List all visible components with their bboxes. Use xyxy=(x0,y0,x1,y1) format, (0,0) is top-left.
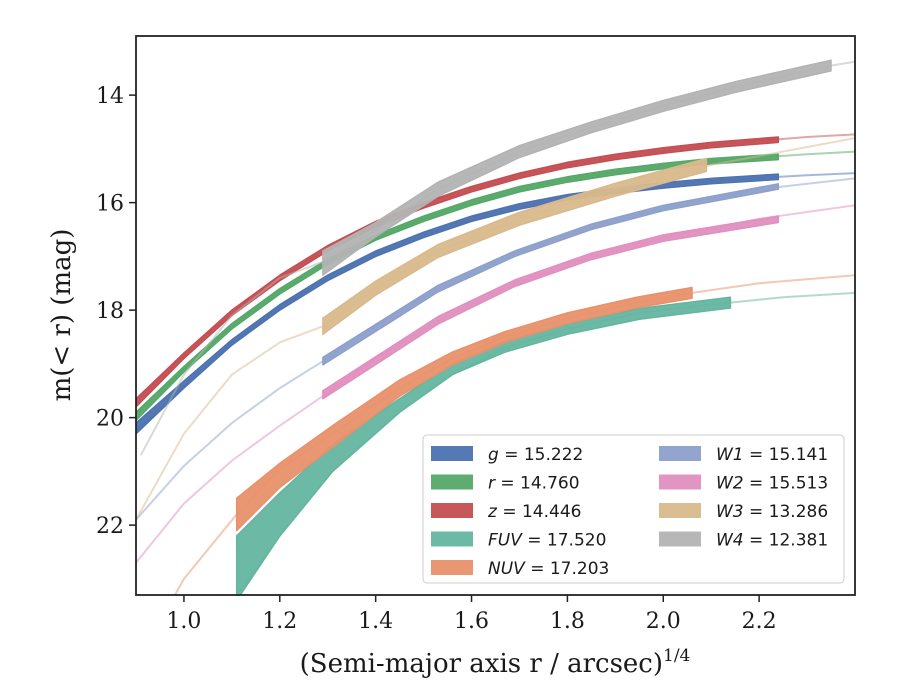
legend-item-w3: W3 = 13.286 xyxy=(659,502,828,522)
x-axis: 1.0 1.2 1.4 1.6 1.8 2.0 2.2 xyxy=(166,595,777,634)
series-z xyxy=(136,133,855,408)
legend-item-w2: W2 = 15.513 xyxy=(659,474,828,494)
legend-label: NUV = 17.203 xyxy=(488,559,609,579)
x-axis-label-exponent: 1/4 xyxy=(663,646,690,666)
x-axis-label: (Semi-major axis r / arcsec)1/4 xyxy=(300,646,691,679)
y-tick-label: 14 xyxy=(96,84,124,109)
series-w2 xyxy=(136,204,855,564)
x-tick-label: 1.0 xyxy=(166,609,201,634)
series-w1 xyxy=(136,177,855,521)
legend-label: W1 = 15.141 xyxy=(716,445,828,465)
legend-label: W2 = 15.513 xyxy=(716,474,828,494)
legend-swatch xyxy=(659,446,701,461)
legend-item-z: z = 14.446 xyxy=(431,502,581,522)
legend-item-g: g = 15.222 xyxy=(431,445,583,465)
legend-label: g = 15.222 xyxy=(488,445,583,465)
legend-swatch xyxy=(431,560,473,575)
y-tick-label: 20 xyxy=(96,407,124,432)
x-tick-label: 1.4 xyxy=(358,609,393,634)
series-nuv-band xyxy=(235,286,693,532)
legend-swatch xyxy=(659,531,701,547)
series-w2-band xyxy=(322,215,780,400)
series-fuv-band xyxy=(235,296,732,595)
x-tick-label: 1.6 xyxy=(454,609,489,634)
x-tick-label: 1.2 xyxy=(262,609,297,634)
y-tick-label: 16 xyxy=(96,192,124,217)
y-axis-label: m(< r) (mag) xyxy=(47,229,77,402)
legend-item-r: r = 14.760 xyxy=(431,474,580,494)
legend-swatch xyxy=(659,503,701,518)
series-z-band xyxy=(136,136,780,408)
series-w3 xyxy=(136,137,855,521)
series-g xyxy=(136,172,855,435)
x-tick-label: 2.0 xyxy=(646,609,681,634)
y-axis: 14 16 18 20 22 xyxy=(96,84,136,539)
legend-swatch xyxy=(431,474,473,490)
x-tick-label: 1.8 xyxy=(550,609,585,634)
legend-swatch xyxy=(431,531,473,547)
legend-item-w4: W4 = 12.381 xyxy=(659,531,828,551)
legend-box xyxy=(422,434,845,584)
series-layer xyxy=(136,59,855,595)
legend-label: r = 14.760 xyxy=(488,474,580,494)
series-fuv xyxy=(235,291,855,595)
series-w1-band xyxy=(322,183,780,366)
legend-label: W3 = 13.286 xyxy=(716,502,828,522)
legend-swatch xyxy=(431,503,473,518)
legend-item-fuv: FUV = 17.520 xyxy=(431,531,606,551)
series-z-extrapolated-line xyxy=(136,133,855,403)
series-w4 xyxy=(139,59,855,456)
plot-frame xyxy=(135,35,856,596)
legend-item-nuv: NUV = 17.203 xyxy=(431,559,609,579)
legend: g = 15.222 r = 14.760 z = 14.446 FUV = 17.5… xyxy=(422,434,845,584)
y-tick-label: 22 xyxy=(96,514,124,539)
series-w3-band xyxy=(322,157,708,336)
series-w4-band xyxy=(322,59,832,276)
legend-label: FUV = 17.520 xyxy=(488,531,606,551)
legend-item-w1: W1 = 15.141 xyxy=(659,445,828,465)
legend-swatch xyxy=(659,474,701,490)
x-tick-label: 2.2 xyxy=(742,609,777,634)
legend-label: W4 = 12.381 xyxy=(716,531,828,551)
series-g-band xyxy=(136,173,780,435)
y-tick-label: 18 xyxy=(96,299,124,324)
legend-label: z = 14.446 xyxy=(487,502,581,522)
series-nuv xyxy=(173,274,855,595)
legend-swatch xyxy=(431,446,473,461)
